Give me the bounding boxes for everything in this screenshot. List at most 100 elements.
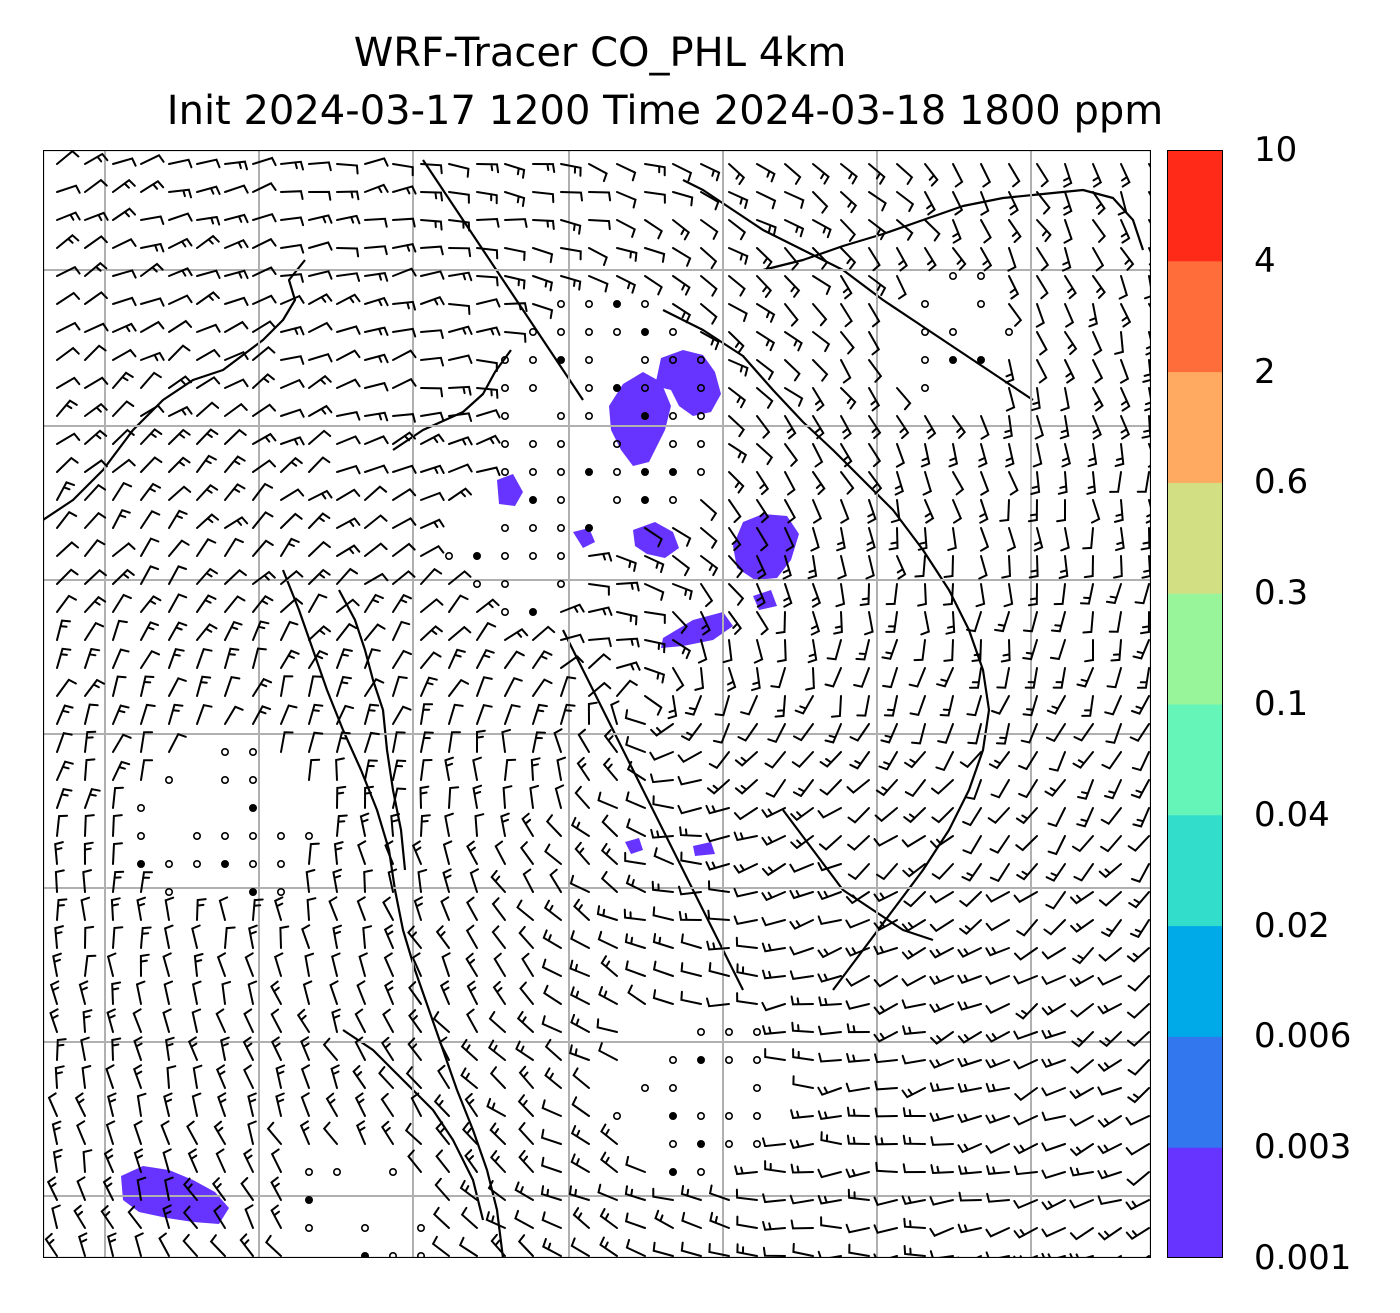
- wind-barb: [191, 980, 202, 1005]
- wind-barb: [600, 1151, 618, 1173]
- wind-barb: [896, 415, 910, 440]
- wind-barb: [1127, 1003, 1150, 1019]
- wind-barb: [865, 555, 875, 580]
- wind-barb: [812, 471, 826, 495]
- wind-barb: [308, 190, 332, 201]
- wind-barb: [824, 723, 842, 744]
- wind-barb: [756, 527, 769, 552]
- wind-barb: [625, 1238, 646, 1257]
- wind-barb: [1056, 499, 1066, 523]
- wind-barb: [392, 300, 416, 311]
- colorbar-tick-label: 0.006: [1254, 1016, 1352, 1057]
- wind-barb: [448, 303, 471, 315]
- wind-barb: [1108, 611, 1122, 633]
- wind-barb: [196, 483, 219, 501]
- wind-barb: [774, 695, 786, 718]
- wind-barb: [845, 919, 870, 929]
- wind-barb: [440, 896, 450, 921]
- wind-barb: [1069, 1166, 1094, 1177]
- wind-barb: [1070, 919, 1094, 933]
- wind-barb: [1041, 1227, 1066, 1238]
- wind-barb: [196, 538, 217, 557]
- calm-wind-circle: [556, 328, 565, 337]
- wind-barb: [168, 212, 193, 222]
- calm-wind-circle: [976, 272, 985, 281]
- wind-barb: [784, 247, 800, 271]
- wind-barb: [677, 804, 702, 815]
- wind-barb: [168, 732, 187, 753]
- calm-wind-circle: [277, 831, 286, 840]
- wind-barb: [597, 930, 618, 949]
- wind-barb: [1105, 583, 1122, 605]
- wind-barb: [308, 675, 323, 697]
- wind-barb: [616, 247, 638, 262]
- wind-barb: [1064, 359, 1076, 384]
- calm-wind-circle: [221, 775, 230, 784]
- calm-wind-circle: [528, 551, 537, 560]
- colorbar-tick-label: 0.001: [1254, 1238, 1352, 1278]
- wind-barb: [678, 885, 702, 896]
- wind-barb: [929, 1082, 954, 1093]
- calm-wind-circle: [948, 328, 957, 337]
- wind-barb: [308, 568, 331, 585]
- wind-barb: [1092, 331, 1103, 356]
- wind-barb: [762, 1246, 786, 1257]
- calm-wind-circle: [584, 411, 593, 420]
- wind-barb: [924, 415, 937, 440]
- wind-barb: [196, 269, 221, 279]
- wind-barb: [1041, 1087, 1066, 1097]
- wind-barb: [448, 354, 473, 364]
- wind-barb: [329, 980, 339, 1005]
- wind-barb: [364, 381, 389, 392]
- wind-barb: [790, 1219, 814, 1230]
- wind-barb: [84, 678, 106, 697]
- wind-barb: [112, 870, 125, 893]
- wind-barb: [756, 191, 777, 210]
- wind-barb: [112, 675, 127, 697]
- wind-barb: [987, 807, 1010, 825]
- wind-barb: [464, 1149, 478, 1173]
- wind-barb: [215, 1148, 226, 1173]
- wind-barb: [168, 428, 191, 445]
- calm-wind-circle: [640, 411, 649, 420]
- wind-barb: [700, 555, 719, 577]
- wind-barb: [420, 814, 431, 837]
- calm-wind-circle: [696, 1055, 705, 1064]
- wind-barb: [501, 728, 511, 753]
- calm-wind-circle: [752, 1027, 761, 1036]
- wind-barb: [56, 265, 81, 277]
- calm-wind-circle: [165, 887, 174, 896]
- wind-barb: [392, 242, 417, 253]
- wind-barb: [408, 1009, 422, 1033]
- wind-barb: [1045, 863, 1066, 882]
- wind-barb: [308, 241, 333, 251]
- wind-barb: [560, 675, 577, 697]
- wind-barb: [600, 870, 618, 893]
- wind-barb: [840, 443, 853, 468]
- wind-barb: [474, 813, 485, 837]
- wind-barb: [570, 1013, 590, 1033]
- wind-barb: [1061, 247, 1072, 272]
- wind-barb: [1041, 1058, 1066, 1069]
- wind-barb: [991, 695, 1010, 715]
- wind-barb: [280, 675, 294, 697]
- wind-barb: [308, 270, 333, 280]
- wind-barb: [196, 376, 221, 389]
- wind-barb: [133, 1120, 143, 1145]
- wind-barb: [196, 567, 218, 585]
- wind-barb: [789, 863, 814, 873]
- wind-barb: [707, 909, 730, 921]
- wind-barb: [931, 779, 954, 795]
- tracer-concentration-layer: [121, 350, 799, 1224]
- wind-barb: [466, 980, 478, 1005]
- calm-wind-circle: [612, 439, 621, 448]
- wind-barb: [448, 703, 464, 725]
- wind-barb: [84, 291, 108, 305]
- wind-barb: [598, 986, 618, 1005]
- wind-barb: [1125, 1199, 1150, 1211]
- wind-barb: [541, 1015, 562, 1033]
- wind-barb: [952, 163, 964, 188]
- wind-barb: [868, 471, 883, 495]
- wind-barb: [325, 1092, 338, 1117]
- wind-barb: [407, 925, 422, 949]
